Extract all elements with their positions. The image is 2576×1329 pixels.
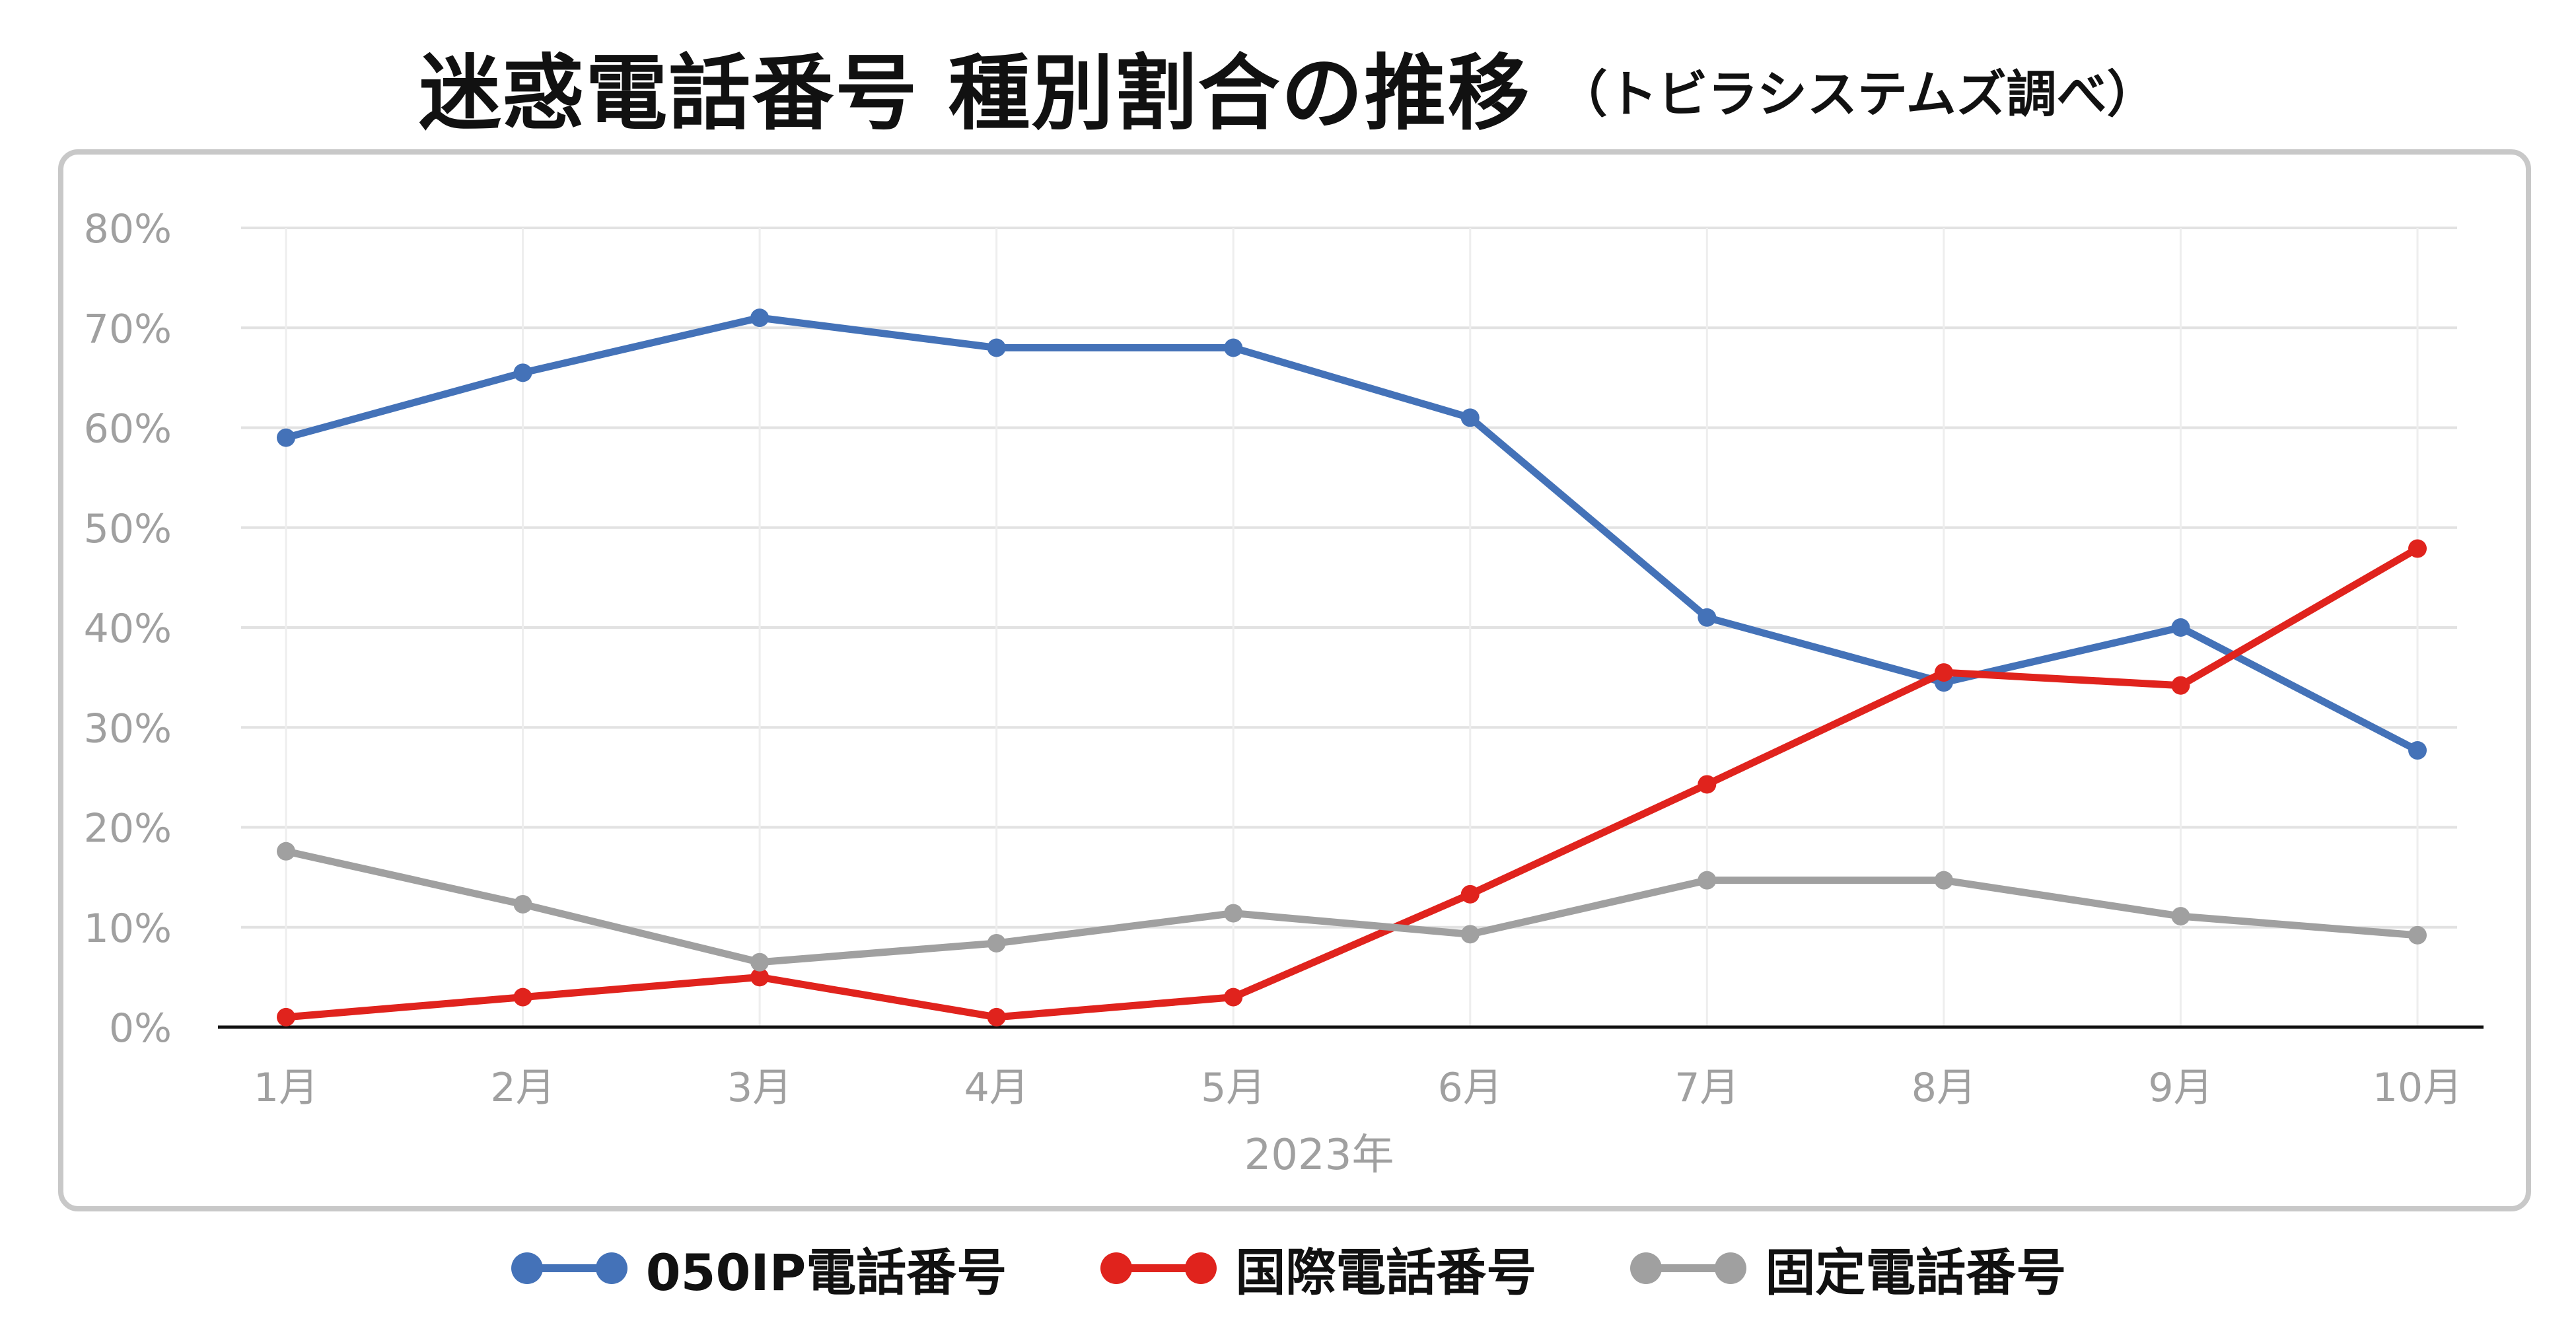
data-point — [1934, 663, 1953, 682]
data-point — [277, 842, 295, 861]
data-point — [750, 952, 769, 972]
data-point — [1224, 904, 1243, 923]
data-point — [277, 428, 295, 447]
data-point — [513, 988, 532, 1007]
x-tick-label: 4月 — [964, 1065, 1029, 1111]
x-axis-label: 2023年 — [1244, 1131, 1394, 1180]
legend-swatch — [1100, 1252, 1217, 1284]
series-line — [282, 545, 2421, 1021]
x-axis-ticks: 1月 2月 3月 4月 5月 6月 7月 8月 9月 10月 — [254, 1065, 2462, 1111]
x-tick-label: 10月 — [2373, 1065, 2462, 1111]
data-point — [513, 363, 532, 382]
legend-swatch-marker — [1100, 1252, 1133, 1284]
x-tick-label: 7月 — [1674, 1065, 1739, 1111]
data-point — [2171, 618, 2190, 637]
legend-label: 国際電話番号 — [1235, 1243, 1537, 1302]
data-point — [1698, 775, 1717, 794]
legend-label: 050IP電話番号 — [645, 1243, 1007, 1302]
data-point — [987, 933, 1006, 952]
line-chart: 0% 10% 20% 30% 40% 50% 60% 70% 80% 1月 2月 3月 4月 5月 6月 7… — [58, 149, 2531, 1211]
y-tick-label: 20% — [84, 806, 172, 852]
data-point — [987, 1007, 1006, 1026]
data-point — [750, 968, 769, 987]
series-layer — [277, 308, 2427, 1026]
data-point — [1224, 338, 1243, 357]
legend-swatch-marker — [1715, 1252, 1747, 1284]
y-tick-label: 60% — [84, 406, 172, 452]
legend-item: 固定電話番号 — [1629, 1232, 2066, 1305]
y-tick-label: 50% — [84, 506, 172, 552]
x-tick-label: 9月 — [2148, 1065, 2213, 1111]
x-tick-label: 3月 — [727, 1065, 792, 1111]
data-point — [1934, 871, 1953, 890]
legend: 050IP電話番号 国際電話番号 固定電話番号 — [0, 1229, 2576, 1308]
data-point — [1224, 988, 1243, 1007]
legend-swatch-marker — [511, 1252, 543, 1284]
series-group — [277, 842, 2427, 972]
data-point — [2408, 925, 2427, 945]
x-tick-label: 8月 — [1912, 1065, 1976, 1111]
legend-swatch — [1630, 1252, 1747, 1284]
y-tick-label: 70% — [84, 306, 172, 352]
x-tick-label: 1月 — [254, 1065, 318, 1111]
data-point — [513, 894, 532, 914]
x-tick-label: 6月 — [1438, 1065, 1503, 1111]
legend-item: 国際電話番号 — [1099, 1232, 1536, 1305]
y-tick-label: 40% — [84, 606, 172, 652]
data-point — [2408, 741, 2427, 760]
legend-item: 050IP電話番号 — [510, 1232, 1007, 1305]
chart-subtitle: （トビラシステムズ調べ） — [1557, 65, 2157, 124]
legend-label: 固定電話番号 — [1765, 1243, 2067, 1302]
data-point — [277, 1007, 295, 1026]
data-point — [750, 308, 769, 328]
legend-swatch-marker — [595, 1252, 627, 1284]
data-point — [1698, 871, 1717, 890]
chart-title: 迷惑電話番号 種別割合の推移 — [419, 46, 1531, 141]
legend-swatch-marker — [1185, 1252, 1217, 1284]
series-line — [282, 847, 2421, 966]
data-point — [987, 338, 1006, 357]
y-tick-label: 0% — [109, 1005, 172, 1052]
chart-title-row: 迷惑電話番号 種別割合の推移 （トビラシステムズ調べ） — [0, 26, 2576, 145]
series-line — [282, 314, 2421, 754]
y-tick-label: 80% — [84, 206, 172, 252]
legend-swatch — [511, 1252, 627, 1284]
gridlines — [218, 227, 2484, 1029]
data-point — [2408, 539, 2427, 558]
data-point — [1460, 408, 1480, 427]
plot-frame — [58, 149, 2531, 1211]
data-point — [1460, 884, 1480, 904]
y-axis-ticks: 0% 10% 20% 30% 40% 50% 60% 70% 80% — [84, 206, 172, 1052]
y-tick-label: 30% — [84, 705, 172, 752]
x-tick-label: 2月 — [490, 1065, 555, 1111]
legend-swatch-marker — [1630, 1252, 1663, 1284]
data-point — [2171, 676, 2190, 695]
series-group — [277, 539, 2427, 1026]
x-tick-label: 5月 — [1201, 1065, 1266, 1111]
data-point — [2171, 907, 2190, 926]
y-tick-label: 10% — [84, 906, 172, 952]
data-point — [1460, 925, 1480, 944]
data-point — [1698, 608, 1717, 627]
